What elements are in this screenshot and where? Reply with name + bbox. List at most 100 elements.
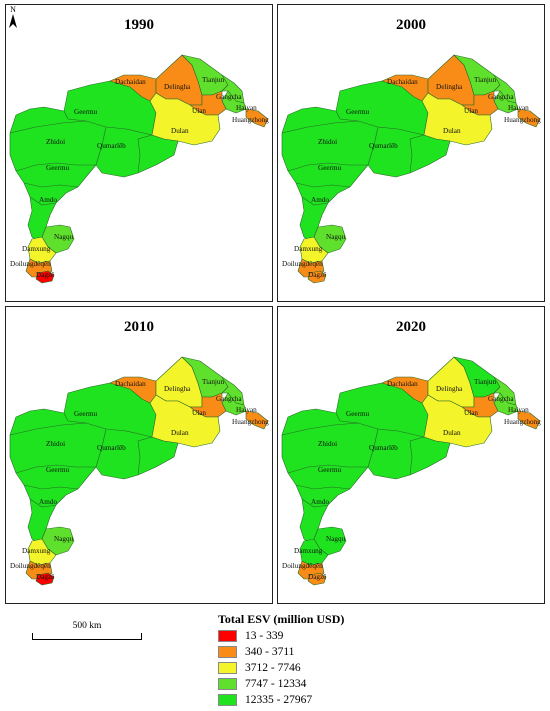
region-label-gangcha: Gangcha xyxy=(216,93,242,101)
region-dagze xyxy=(35,270,55,284)
region-boundary xyxy=(335,110,359,122)
region-label-damxung: Damxung xyxy=(294,547,323,555)
region-label-zhidoi: Zhidoi xyxy=(318,440,337,448)
region-label-zhidoi: Zhidoi xyxy=(46,138,65,146)
region-label-zhidoi: Zhidoi xyxy=(318,138,337,146)
region-boundary xyxy=(15,464,96,474)
legend-label: 340 - 3711 xyxy=(245,646,295,658)
region-huangzhong xyxy=(245,410,269,430)
region-boundary xyxy=(409,436,425,476)
legend-item: 340 - 3711 xyxy=(218,645,294,659)
region-label-delingha: Delingha xyxy=(164,385,191,393)
region-huangzhong xyxy=(517,108,541,128)
region-label-damxung: Damxung xyxy=(22,245,51,253)
region-boundary xyxy=(29,498,57,508)
legend-label: 3712 - 7746 xyxy=(245,662,301,674)
region-label-dulan: Dulan xyxy=(443,429,461,437)
region-label-huangzhong: Huangzhong xyxy=(232,418,269,426)
choropleth-map: Geermu Zhidoi Qumarlêb Geermu Amdo NagquDamxu… xyxy=(9,356,269,586)
region-label-doilungdeqen: Doilungdêqên xyxy=(282,562,323,570)
region-label-ulan: Ulan xyxy=(464,409,478,417)
region-main xyxy=(9,382,179,544)
region-boundary xyxy=(287,162,368,172)
map-panel-2010: 2010 Geermu Zhidoi Qumarlêb Geermu Amdo Nagqu… xyxy=(5,306,273,604)
region-label-amdo: Amdo xyxy=(311,196,329,204)
region-boundary xyxy=(63,412,87,424)
legend-swatch xyxy=(218,678,237,690)
region-boundary xyxy=(295,484,351,490)
region-label-tianjun: Tianjun xyxy=(474,378,497,386)
region-label-dulan: Dulan xyxy=(443,127,461,135)
north-arrow-label: N xyxy=(10,5,16,14)
region-label-tianjun: Tianjun xyxy=(202,76,225,84)
region-label-delingha: Delingha xyxy=(436,83,463,91)
legend-swatch xyxy=(218,646,237,658)
region-label-ulan: Ulan xyxy=(464,107,478,115)
region-boundary xyxy=(367,428,379,468)
legend-swatch xyxy=(218,662,237,674)
region-label-geermu_s: Geermu xyxy=(46,466,70,474)
region-boundary xyxy=(287,464,368,474)
region-label-dagze: Dagzê xyxy=(308,271,326,279)
choropleth-map: Geermu Zhidoi Qumarlêb Geermu Amdo NagquDamxu… xyxy=(281,356,541,586)
region-label-qumarleb: Qumarlêb xyxy=(97,142,126,150)
scale-bar-label: 500 km xyxy=(72,621,102,631)
region-boundary xyxy=(63,110,87,122)
legend-item: 7747 - 12334 xyxy=(218,677,306,691)
legend-item: 3712 - 7746 xyxy=(218,661,301,675)
region-dagze xyxy=(307,270,327,284)
region-dulan xyxy=(421,394,493,448)
region-label-damxung: Damxung xyxy=(294,245,323,253)
legend-label: 12335 - 27967 xyxy=(245,694,313,706)
region-label-delingha: Delingha xyxy=(164,83,191,91)
region-label-haiyan: Haiyan xyxy=(236,104,257,112)
region-label-dulan: Dulan xyxy=(171,429,189,437)
region-label-dagze: Dagzê xyxy=(308,573,326,581)
region-dulan xyxy=(149,394,221,448)
map-panel-1990: 1990 Geermu Zhidoi Qumarlêb Geermu Amdo Nagqu… xyxy=(5,4,273,302)
region-dulan xyxy=(421,92,493,146)
region-label-ulan: Ulan xyxy=(192,409,206,417)
region-label-dachaidan: Dachaidan xyxy=(387,380,418,388)
region-label-doilungdeqen: Doilungdêqên xyxy=(10,562,51,570)
region-label-tianjun: Tianjun xyxy=(474,76,497,84)
legend-item: 12335 - 27967 xyxy=(218,693,312,707)
region-label-geermu_s: Geermu xyxy=(318,164,342,172)
region-boundary xyxy=(137,436,153,476)
region-label-nagqu: Nagqu xyxy=(326,233,346,241)
region-label-ulan: Ulan xyxy=(192,107,206,115)
region-label-tianjun: Tianjun xyxy=(202,378,225,386)
north-arrow-icon: N xyxy=(9,5,17,28)
region-boundary xyxy=(23,182,79,188)
region-label-huangzhong: Huangzhong xyxy=(504,418,541,426)
region-boundary xyxy=(15,162,96,172)
region-main xyxy=(9,80,179,242)
region-label-dachaidan: Dachaidan xyxy=(115,78,146,86)
region-label-dagze: Dagzê xyxy=(36,573,54,581)
legend-label: 7747 - 12334 xyxy=(245,678,307,690)
region-label-zhidoi: Zhidoi xyxy=(46,440,65,448)
region-label-amdo: Amdo xyxy=(39,196,57,204)
region-label-huangzhong: Huangzhong xyxy=(232,116,269,124)
region-main xyxy=(281,382,451,544)
region-boundary xyxy=(95,126,107,166)
region-label-dagze: Dagzê xyxy=(36,271,54,279)
region-label-haiyan: Haiyan xyxy=(508,406,529,414)
scale-bar xyxy=(32,633,142,640)
region-dulan xyxy=(149,92,221,146)
region-boundary xyxy=(301,498,329,508)
region-label-qumarleb: Qumarlêb xyxy=(369,444,398,452)
map-panel-2000: 2000 Geermu Zhidoi Qumarlêb Geermu Amdo Nagqu… xyxy=(277,4,545,302)
region-boundary xyxy=(137,134,153,174)
region-label-nagqu: Nagqu xyxy=(54,233,74,241)
choropleth-map: Geermu Zhidoi Qumarlêb Geermu Amdo NagquDamxu… xyxy=(281,54,541,284)
region-label-gangcha: Gangcha xyxy=(488,395,514,403)
region-label-huangzhong: Huangzhong xyxy=(504,116,541,124)
map-panel-2020: 2020 Geermu Zhidoi Qumarlêb Geermu Amdo Nagqu… xyxy=(277,306,545,604)
region-label-dachaidan: Dachaidan xyxy=(387,78,418,86)
region-dagze xyxy=(307,572,327,586)
region-label-amdo: Amdo xyxy=(311,498,329,506)
region-main xyxy=(281,80,451,242)
region-huangzhong xyxy=(517,410,541,430)
region-label-gangcha: Gangcha xyxy=(216,395,242,403)
